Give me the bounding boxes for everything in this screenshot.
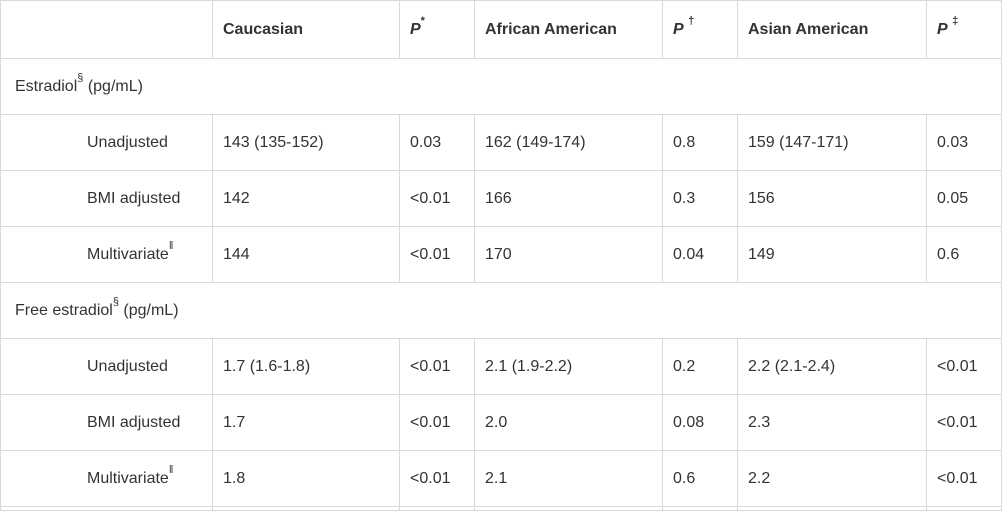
row-label-cell: Multivariate‖ <box>0 226 213 283</box>
table-row: Multivariate‖ 144 <0.01 170 0.04 149 0.6 <box>0 226 1002 283</box>
cell-african-american: 170 <box>474 226 663 283</box>
p-letter: P <box>937 20 948 38</box>
cell-asian-american: 149 <box>737 226 927 283</box>
row-label-cell: BMI adjusted <box>0 394 213 451</box>
cell-p-caucasian: <0.01 <box>399 170 475 227</box>
row-label: Unadjusted <box>87 133 168 151</box>
header-asian-american: Asian American <box>737 0 927 59</box>
header-p-african-american: P † <box>662 0 738 59</box>
cell-p-asian-american: <0.01 <box>926 394 1002 451</box>
cell-p-caucasian: <0.01 <box>399 226 475 283</box>
row-label: BMI adjusted <box>87 189 181 207</box>
cell-asian-american: 159 (147-171) <box>737 114 927 171</box>
cell-african-american: 2.0 <box>474 394 663 451</box>
cell-asian-american: 2.2 (2.1-2.4) <box>737 338 927 395</box>
p-letter: P <box>410 20 421 38</box>
cell-p-african-american: 0.8 <box>662 114 738 171</box>
section-title-cell: Estradiol§ (pg/mL) <box>0 58 1002 115</box>
cell-asian-american: 2.2 <box>737 450 927 507</box>
section-unit: (pg/mL) <box>83 77 143 95</box>
cell-p-asian-american: <0.01 <box>926 338 1002 395</box>
cell-p-asian-american: 0.05 <box>926 170 1002 227</box>
cell-p-asian-american: 0.6 <box>926 226 1002 283</box>
section-footnote-mark: § <box>77 72 84 85</box>
cell-p-african-american: 0.6 <box>662 450 738 507</box>
section-title: Free estradiol <box>15 301 113 319</box>
cell-p-asian-american: 0.03 <box>926 114 1002 171</box>
row-label: Unadjusted <box>87 357 168 375</box>
section-footnote-mark: § <box>112 296 119 309</box>
header-p-caucasian: P* <box>399 0 475 59</box>
cell-p-caucasian: <0.01 <box>399 338 475 395</box>
cell-asian-american: 156 <box>737 170 927 227</box>
header-row: Caucasian P* African American P † Asian … <box>0 0 1002 59</box>
cell-african-american: 166 <box>474 170 663 227</box>
cell-p-caucasian: 0.03 <box>399 114 475 171</box>
cell-asian-american: 2.3 <box>737 394 927 451</box>
cell-p-african-american: 0.04 <box>662 226 738 283</box>
cell-caucasian: 1.8 <box>212 450 400 507</box>
row-label-cell: Unadjusted <box>0 114 213 171</box>
table-row: Multivariate‖ 1.8 <0.01 2.1 0.6 2.2 <0.0… <box>0 450 1002 507</box>
header-african-american: African American <box>474 0 663 59</box>
row-label-cell: BMI adjusted <box>0 170 213 227</box>
cell-caucasian: 1.7 <box>212 394 400 451</box>
cell-caucasian: 1.7 (1.6-1.8) <box>212 338 400 395</box>
row-label-cell: Unadjusted <box>0 338 213 395</box>
cell-p-african-american: 0.3 <box>662 170 738 227</box>
table-row: Unadjusted 143 (135-152) 0.03 162 (149-1… <box>0 114 1002 171</box>
header-blank <box>0 0 213 59</box>
cell-p-african-american: 0.08 <box>662 394 738 451</box>
section-row-estradiol: Estradiol§ (pg/mL) <box>0 58 1002 115</box>
row-label-cell: Multivariate‖ <box>0 450 213 507</box>
row-label: Multivariate <box>87 469 169 487</box>
section-title-cell: Free estradiol§ (pg/mL) <box>0 282 1002 339</box>
section-title: Estradiol <box>15 77 78 95</box>
cell-p-caucasian: <0.01 <box>399 450 475 507</box>
cell-caucasian: 144 <box>212 226 400 283</box>
section-row-free-estradiol: Free estradiol§ (pg/mL) <box>0 282 1002 339</box>
cell-p-asian-american: <0.01 <box>926 450 1002 507</box>
cell-p-african-american: 0.2 <box>662 338 738 395</box>
cell-caucasian: 143 (135-152) <box>212 114 400 171</box>
p-footnote-mark: * <box>420 15 425 28</box>
table-row: Unadjusted 1.7 (1.6-1.8) <0.01 2.1 (1.9-… <box>0 338 1002 395</box>
p-footnote-mark: † <box>688 15 695 28</box>
row-footnote-mark: ‖ <box>168 240 174 253</box>
row-label: Multivariate <box>87 245 169 263</box>
section-unit: (pg/mL) <box>118 301 179 319</box>
cell-p-caucasian: <0.01 <box>399 394 475 451</box>
header-p-asian-american: P ‡ <box>926 0 1002 59</box>
row-label: BMI adjusted <box>87 413 181 431</box>
row-footnote-mark: ‖ <box>168 464 174 477</box>
table-row: BMI adjusted 1.7 <0.01 2.0 0.08 2.3 <0.0… <box>0 394 1002 451</box>
p-letter: P <box>673 20 684 38</box>
table-row: BMI adjusted 142 <0.01 166 0.3 156 0.05 <box>0 170 1002 227</box>
cell-african-american: 162 (149-174) <box>474 114 663 171</box>
header-caucasian: Caucasian <box>212 0 400 59</box>
cell-african-american: 2.1 <box>474 450 663 507</box>
p-footnote-mark: ‡ <box>952 15 959 28</box>
cell-african-american: 2.1 (1.9-2.2) <box>474 338 663 395</box>
cell-caucasian: 142 <box>212 170 400 227</box>
